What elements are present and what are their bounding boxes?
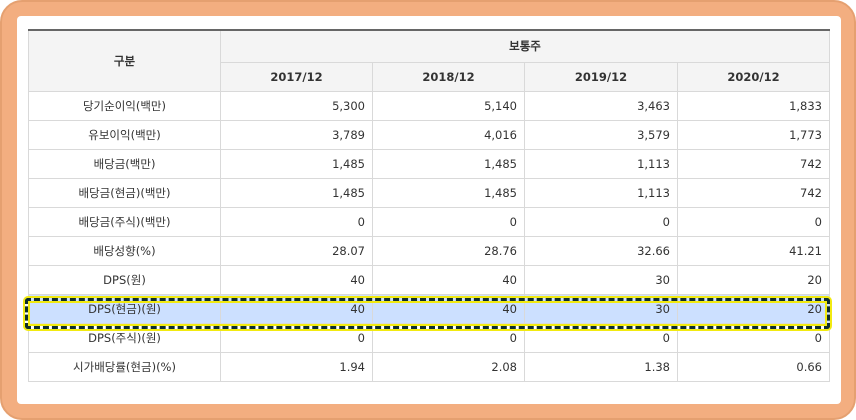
header-category: 구분 (28, 29, 221, 92)
value-cell: 0 (524, 322, 678, 353)
value-cell: 1,485 (372, 148, 525, 179)
value-cell: 20 (677, 293, 830, 324)
value-cell: 3,463 (524, 90, 678, 121)
value-cell: 41.21 (677, 235, 830, 266)
value-cell: 0 (220, 322, 373, 353)
row-label: 유보이익(백만) (28, 119, 221, 150)
header-period: 2019/12 (524, 61, 678, 92)
value-cell: 40 (220, 264, 373, 295)
value-cell: 0 (677, 322, 830, 353)
value-cell: 1.94 (220, 351, 373, 382)
value-cell: 28.07 (220, 235, 373, 266)
value-cell: 0 (372, 206, 525, 237)
value-cell: 1,833 (677, 90, 830, 121)
header-period: 2017/12 (220, 61, 373, 92)
value-cell: 30 (524, 293, 678, 324)
table-row: 배당금(주식)(백만) 0 0 0 0 (28, 206, 830, 237)
table-row: 유보이익(백만) 3,789 4,016 3,579 1,773 (28, 119, 830, 150)
value-cell: 1,113 (524, 177, 678, 208)
value-cell: 1,485 (220, 148, 373, 179)
value-cell: 0 (372, 322, 525, 353)
header-period: 2018/12 (372, 61, 525, 92)
row-label: DPS(현금)(원) (28, 293, 221, 324)
value-cell: 1.38 (524, 351, 678, 382)
table-row: 배당성향(%) 28.07 28.76 32.66 41.21 (28, 235, 830, 266)
table-row: 배당금(백만) 1,485 1,485 1,113 742 (28, 148, 830, 179)
value-cell: 1,773 (677, 119, 830, 150)
value-cell: 5,300 (220, 90, 373, 121)
value-cell: 0 (677, 206, 830, 237)
value-cell: 1,113 (524, 148, 678, 179)
dividend-table: 구분 보통주 2017/12 2018/12 2019/12 2020/12 당기순이… (28, 29, 830, 382)
row-label: 배당성향(%) (28, 235, 221, 266)
value-cell: 742 (677, 148, 830, 179)
value-cell: 742 (677, 177, 830, 208)
row-label: DPS(주식)(원) (28, 322, 221, 353)
table-row: 당기순이익(백만) 5,300 5,140 3,463 1,833 (28, 90, 830, 121)
value-cell: 1,485 (220, 177, 373, 208)
header-period: 2020/12 (677, 61, 830, 92)
value-cell: 20 (677, 264, 830, 295)
value-cell: 30 (524, 264, 678, 295)
value-cell: 40 (372, 264, 525, 295)
value-cell: 40 (372, 293, 525, 324)
row-label: 시가배당률(현금)(%) (28, 351, 221, 382)
table-row: DPS(원) 40 40 30 20 (28, 264, 830, 295)
value-cell: 4,016 (372, 119, 525, 150)
row-label: 배당금(주식)(백만) (28, 206, 221, 237)
table-row: 시가배당률(현금)(%) 1.94 2.08 1.38 0.66 (28, 351, 830, 382)
value-cell: 40 (220, 293, 373, 324)
row-label: 당기순이익(백만) (28, 90, 221, 121)
row-label: 배당금(백만) (28, 148, 221, 179)
header-group-common-stock: 보통주 (220, 29, 830, 63)
row-label: 배당금(현금)(백만) (28, 177, 221, 208)
table-row: 배당금(현금)(백만) 1,485 1,485 1,113 742 (28, 177, 830, 208)
value-cell: 3,579 (524, 119, 678, 150)
value-cell: 3,789 (220, 119, 373, 150)
table-row: DPS(주식)(원) 0 0 0 0 (28, 322, 830, 353)
table-row: DPS(현금)(원) 40 40 30 20 (28, 293, 830, 324)
value-cell: 0 (524, 206, 678, 237)
value-cell: 0.66 (677, 351, 830, 382)
value-cell: 1,485 (372, 177, 525, 208)
value-cell: 2.08 (372, 351, 525, 382)
value-cell: 5,140 (372, 90, 525, 121)
value-cell: 32.66 (524, 235, 678, 266)
value-cell: 28.76 (372, 235, 525, 266)
row-label: DPS(원) (28, 264, 221, 295)
value-cell: 0 (220, 206, 373, 237)
